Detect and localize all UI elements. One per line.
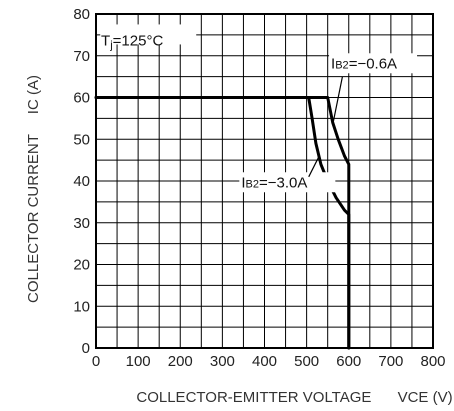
plot-area-border <box>95 13 434 349</box>
x-tick-label: 200 <box>168 353 193 370</box>
condition-label: Tj=125°C <box>101 32 163 51</box>
y-axis-title-text: COLLECTOR CURRENT <box>25 134 42 303</box>
y-tick-label: 60 <box>73 90 90 107</box>
annotations: Tj=125°C IB2=−0.6A IB2=−3.0A <box>100 24 418 193</box>
y-tick-label: 50 <box>73 131 90 148</box>
series-label-leader <box>308 155 320 178</box>
x-tick-label: 300 <box>210 353 235 370</box>
x-axis-symbol: VCE (V) <box>398 389 453 406</box>
y-tick-label: 0 <box>82 340 90 357</box>
y-tick-label: 10 <box>73 298 90 315</box>
series-label: IB2=−0.6A <box>331 55 397 72</box>
x-tick-label: 0 <box>92 353 100 370</box>
x-tick-label: 700 <box>378 353 403 370</box>
y-tick-label: 40 <box>73 173 90 190</box>
series-line-1 <box>94 96 351 350</box>
series-label-leader <box>332 76 344 123</box>
y-tick-label: 80 <box>73 6 90 23</box>
x-tick-label: 600 <box>336 353 361 370</box>
condition-label-background <box>100 24 197 45</box>
plot-frame <box>95 13 434 349</box>
y-axis-symbol: IC (A) <box>25 75 42 114</box>
y-tick-label: 70 <box>73 48 90 65</box>
series-label-background <box>329 53 418 74</box>
y-axis-title: COLLECTOR CURRENT IC (A) <box>25 75 42 303</box>
x-tick-label: 500 <box>294 353 319 370</box>
x-tick-label: 400 <box>252 353 277 370</box>
series-label-background <box>239 172 336 193</box>
x-tick-label: 800 <box>420 353 445 370</box>
series-label: IB2=−3.0A <box>241 174 307 191</box>
x-axis-title: COLLECTOR-EMITTER VOLTAGE VCE (V) <box>136 389 452 406</box>
x-tick-label: 100 <box>126 353 151 370</box>
tick-labels: 0 100 200 300 400 500 600 700 800 0 10 20 30 40 50 60 70… <box>73 6 445 370</box>
y-tick-label: 30 <box>73 215 90 232</box>
x-axis-title-text: COLLECTOR-EMITTER VOLTAGE <box>136 389 371 406</box>
y-tick-label: 20 <box>73 257 90 274</box>
